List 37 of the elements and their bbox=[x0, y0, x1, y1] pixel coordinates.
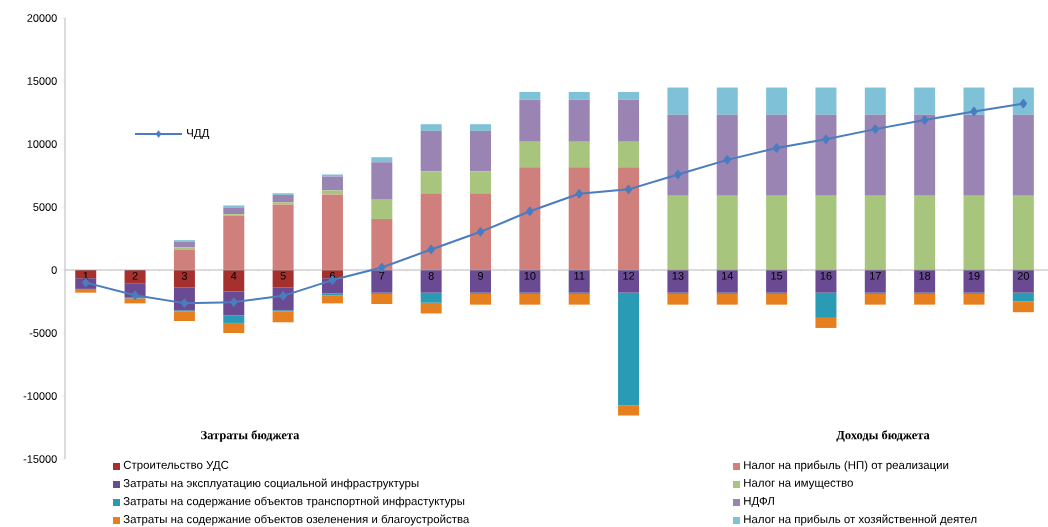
legend-label: ЧДД bbox=[187, 128, 210, 140]
y-tick-label: 10000 bbox=[27, 140, 57, 148]
x-tick-label: 12 bbox=[623, 271, 635, 280]
x-tick-label: 16 bbox=[820, 271, 832, 280]
legend-label: Налог на прибыль от хозяйственной деятел bbox=[744, 514, 977, 526]
x-tick-label: 15 bbox=[771, 271, 783, 280]
annotation: Доходы бюджета bbox=[836, 430, 930, 442]
x-tick-label: 8 bbox=[428, 271, 434, 280]
x-tick-label: 5 bbox=[280, 271, 286, 280]
legend-label: Затраты на эксплуатацию социальной инфраструктуры bbox=[123, 478, 419, 490]
x-tick-label: 10 bbox=[524, 271, 536, 280]
legend-label: Налог на прибыль (НП) от реализации bbox=[744, 460, 949, 472]
y-tick-label: -5000 bbox=[29, 329, 57, 337]
y-tick-label: 0 bbox=[51, 266, 57, 274]
legend-label: Затраты на содержание объектов озеленения и благоустройства bbox=[123, 514, 470, 526]
x-tick-label: 11 bbox=[574, 271, 585, 280]
y-tick-label: 5000 bbox=[33, 203, 57, 211]
legend-label: НДФЛ bbox=[744, 496, 774, 508]
x-tick-label: 7 bbox=[379, 271, 385, 280]
x-tick-label: 4 bbox=[230, 271, 237, 280]
x-tick-label: 9 bbox=[477, 271, 484, 280]
x-tick-label: 18 bbox=[919, 271, 931, 280]
y-tick-label: 15000 bbox=[27, 77, 57, 85]
x-tick-label: 14 bbox=[721, 271, 734, 280]
x-tick-label: 19 bbox=[968, 271, 980, 280]
y-tick-label: -10000 bbox=[23, 392, 57, 400]
legend-label: Налог на имущество bbox=[744, 478, 853, 490]
y-tick-label: 20000 bbox=[27, 14, 57, 22]
legend-label: Строительство УДС bbox=[123, 460, 229, 472]
annotation: Затраты бюджета bbox=[201, 430, 300, 442]
x-tick-label: 20 bbox=[1017, 271, 1029, 280]
x-tick-label: 3 bbox=[181, 271, 187, 280]
legend-label: Затраты на содержание объектов транспортной инфрастуктуры bbox=[123, 496, 465, 508]
y-tick-label: -15000 bbox=[23, 455, 57, 463]
x-tick-label: 2 bbox=[132, 271, 138, 280]
x-tick-label: 17 bbox=[870, 271, 881, 280]
x-tick-label: 13 bbox=[672, 271, 684, 280]
